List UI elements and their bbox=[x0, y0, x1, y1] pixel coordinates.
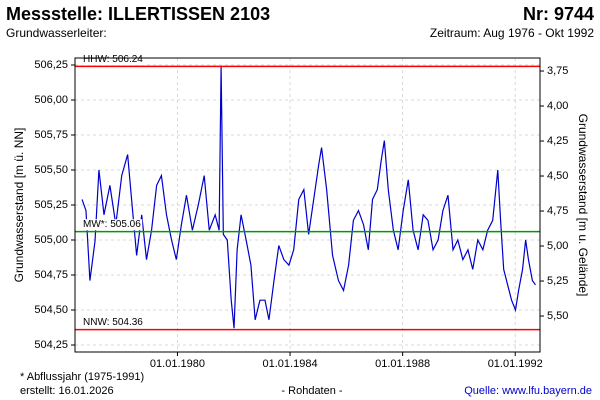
y2-tick-label: 3,75 bbox=[547, 65, 568, 77]
y2-tick-label: 5,50 bbox=[547, 310, 568, 322]
reference-label: MW*: 505.06 bbox=[83, 219, 141, 230]
x-tick-label: 01.01.1992 bbox=[488, 358, 543, 370]
x-tick-label: 01.01.1980 bbox=[150, 358, 205, 370]
created-date: erstellt: 16.01.2026 bbox=[20, 385, 114, 397]
y-tick-label: 505,00 bbox=[34, 234, 68, 246]
plot-frame bbox=[74, 57, 541, 353]
chart-title: Messstelle: ILLERTISSEN 2103 bbox=[6, 4, 270, 24]
y2-tick-label: 4,50 bbox=[547, 170, 568, 182]
subtitle-right: Zeitraum: Aug 1976 - Okt 1992 bbox=[430, 26, 594, 40]
reference-label: HHW: 506.24 bbox=[83, 54, 143, 65]
y2-tick-label: 4,00 bbox=[547, 100, 568, 112]
y-tick-label: 504,25 bbox=[34, 339, 68, 351]
y-tick-label: 504,50 bbox=[34, 304, 68, 316]
reference-label-bg bbox=[82, 219, 143, 231]
y2-tick-label: 4,25 bbox=[547, 135, 568, 147]
subtitle-left: Grundwasserleiter: bbox=[6, 26, 107, 40]
reference-label-bg bbox=[82, 54, 145, 66]
y2-axis-label: Grundwasserstand [m u. Gelände] bbox=[576, 114, 590, 297]
y-tick-label: 505,75 bbox=[34, 129, 68, 141]
y-tick-label: 505,50 bbox=[34, 164, 68, 176]
y-tick-label: 506,25 bbox=[34, 59, 68, 71]
x-tick-label: 01.01.1988 bbox=[375, 358, 430, 370]
y-tick-label: 506,00 bbox=[34, 94, 68, 106]
y2-tick-label: 5,25 bbox=[547, 275, 568, 287]
source: Quelle: www.lfu.bayern.de bbox=[464, 385, 592, 397]
reference-label: NNW: 504.36 bbox=[83, 317, 143, 328]
raw-data-note: - Rohdaten - bbox=[281, 385, 342, 397]
reference-label-bg bbox=[82, 317, 145, 329]
data-line bbox=[81, 66, 536, 329]
y2-tick-label: 4,75 bbox=[547, 205, 568, 217]
footnote: * Abflussjahr (1975-1991) bbox=[20, 371, 144, 383]
station-number: Nr: 9744 bbox=[523, 4, 594, 24]
x-tick-label: 01.01.1984 bbox=[263, 358, 318, 370]
y2-tick-label: 5,00 bbox=[547, 240, 568, 252]
y-tick-label: 505,25 bbox=[34, 199, 68, 211]
y-axis-label: Grundwasserstand [m ü. NN] bbox=[12, 128, 26, 283]
y-tick-label: 504,75 bbox=[34, 269, 68, 281]
